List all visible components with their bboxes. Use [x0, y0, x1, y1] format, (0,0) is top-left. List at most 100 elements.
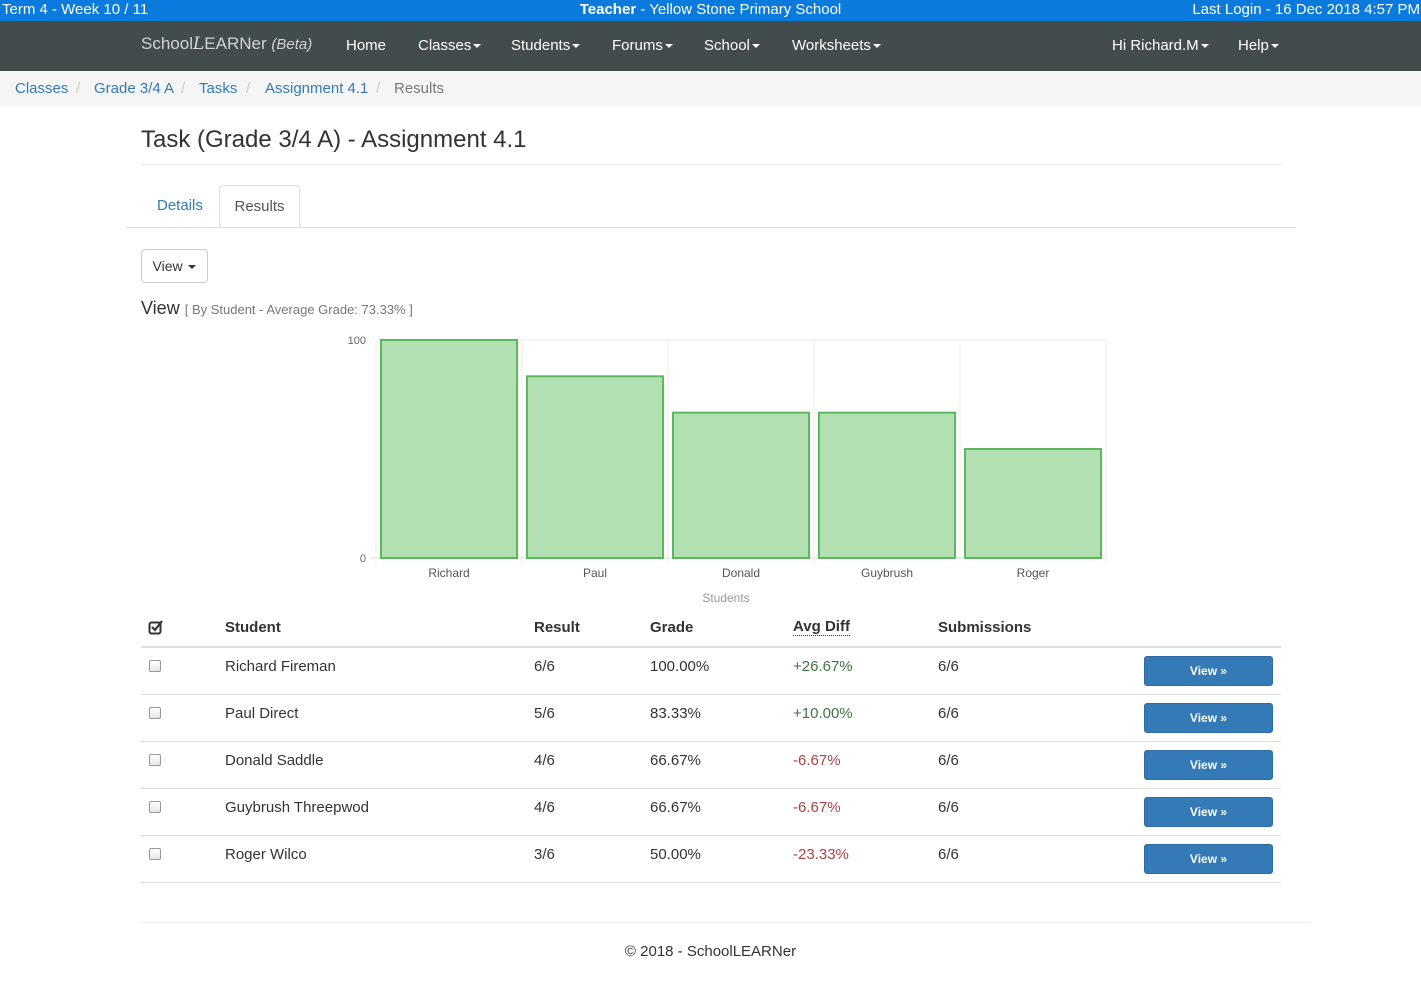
bar-roger	[964, 448, 1102, 559]
nav-forums[interactable]: Forums	[612, 37, 673, 54]
user-menu[interactable]: Hi Richard.M	[1112, 37, 1209, 54]
tab-details[interactable]: Details	[157, 197, 203, 214]
breadcrumb-classes[interactable]: Classes	[15, 80, 69, 97]
cell-avg-diff: -6.67%	[793, 799, 841, 816]
nav-home[interactable]: Home	[346, 37, 386, 54]
nav-label: Classes	[418, 37, 472, 54]
caret-down-icon	[872, 44, 881, 49]
breadcrumb-separator: /	[181, 80, 186, 97]
caret-down-icon	[572, 44, 581, 49]
breadcrumb-separator: /	[246, 80, 251, 97]
table-row: Guybrush Threepwod 4/6 66.67% -6.67% 6/6 View…	[141, 789, 1281, 836]
y-tick-label: 0	[360, 553, 366, 565]
main-navbar: SchoolLEARNer (Beta) Home Classes Students…	[0, 21, 1421, 71]
title-divider	[141, 164, 1281, 165]
cell-student: Guybrush Threepwod	[225, 799, 369, 816]
cell-avg-diff: +26.67%	[793, 658, 853, 675]
row-checkbox[interactable]	[149, 754, 161, 766]
x-tick-label: Paul	[583, 566, 607, 580]
footer-divider	[141, 922, 1311, 923]
cell-result: 4/6	[534, 752, 555, 769]
view-result-button[interactable]: View »	[1144, 656, 1273, 686]
row-checkbox[interactable]	[149, 660, 161, 672]
school-name: - Yellow Stone Primary School	[636, 1, 842, 18]
cell-result: 4/6	[534, 799, 555, 816]
breadcrumb-current: Results	[394, 80, 445, 97]
caret-down-icon	[751, 44, 760, 49]
row-checkbox[interactable]	[149, 707, 161, 719]
cell-grade: 100.00%	[650, 658, 710, 675]
view-dropdown-label: View	[152, 258, 183, 274]
x-axis-title: Students	[702, 591, 749, 605]
help-menu[interactable]: Help	[1238, 37, 1279, 54]
header-avg-diff[interactable]: Avg Diff	[793, 618, 850, 636]
check-all-icon[interactable]	[148, 619, 164, 635]
caret-down-icon	[473, 44, 482, 49]
row-checkbox[interactable]	[149, 848, 161, 860]
header-result[interactable]: Result	[534, 619, 580, 636]
breadcrumb-separator: /	[76, 80, 81, 97]
x-tick-label: Roger	[1017, 566, 1050, 580]
header-student[interactable]: Student	[225, 619, 281, 636]
view-result-button[interactable]: View »	[1144, 797, 1273, 827]
cell-grade: 83.33%	[650, 705, 701, 722]
breadcrumb-grade[interactable]: Grade 3/4 A	[94, 80, 175, 97]
view-result-button[interactable]: View »	[1144, 750, 1273, 780]
bar-guybrush	[818, 411, 956, 560]
nav-worksheets[interactable]: Worksheets	[792, 37, 881, 54]
caret-down-icon	[1200, 44, 1209, 49]
cell-student: Paul Direct	[225, 705, 299, 722]
table-header: Student Result Grade Avg Diff Submission…	[141, 611, 1281, 648]
view-heading-label: View	[141, 298, 180, 318]
header-grade[interactable]: Grade	[650, 619, 694, 636]
table-row: Paul Direct 5/6 83.33% +10.00% 6/6 View »	[141, 695, 1281, 742]
cell-grade: 66.67%	[650, 799, 701, 816]
tabs-divider	[126, 227, 1296, 228]
nav-label: Home	[346, 37, 387, 54]
breadcrumb: Classes / Grade 3/4 A / Tasks / Assignme…	[0, 71, 1421, 107]
nav-students[interactable]: Students	[511, 37, 581, 54]
cell-result: 3/6	[534, 846, 555, 863]
nav-label: Forums	[612, 37, 663, 54]
x-tick-label: Guybrush	[861, 566, 913, 580]
view-result-button[interactable]: View »	[1144, 844, 1273, 874]
view-subheading: [ By Student - Average Grade: 73.33% ]	[184, 302, 413, 317]
view-dropdown-button[interactable]: View	[141, 249, 208, 283]
tab-results[interactable]: Results	[219, 185, 300, 228]
cell-submissions: 6/6	[938, 846, 959, 863]
results-table: Student Result Grade Avg Diff Submission…	[141, 611, 1281, 883]
x-tick-label: Donald	[722, 566, 760, 580]
cell-submissions: 6/6	[938, 752, 959, 769]
bar-donald	[672, 411, 810, 560]
cell-student: Roger Wilco	[225, 846, 307, 863]
view-result-button[interactable]: View »	[1144, 703, 1273, 733]
help-menu-label: Help	[1238, 37, 1269, 54]
nav-classes[interactable]: Classes	[418, 37, 482, 54]
breadcrumb-tasks[interactable]: Tasks	[199, 80, 238, 97]
breadcrumb-separator: /	[376, 80, 381, 97]
nav-label: School	[704, 37, 750, 54]
header-submissions[interactable]: Submissions	[938, 619, 1032, 636]
caret-down-icon	[664, 44, 673, 49]
caret-down-icon	[188, 265, 197, 270]
top-info-bar: Term 4 - Week 10 / 11 Teacher - Yellow S…	[0, 0, 1421, 21]
cell-student: Richard Fireman	[225, 658, 336, 675]
breadcrumb-assignment[interactable]: Assignment 4.1	[265, 80, 369, 97]
role-label: Teacher	[579, 1, 637, 18]
brand-logo-letter: L	[192, 34, 205, 54]
cell-result: 5/6	[534, 705, 555, 722]
brand-suffix: EARNer	[204, 34, 267, 53]
row-checkbox[interactable]	[149, 801, 161, 813]
term-week-label: Term 4 - Week 10 / 11	[2, 1, 149, 18]
nav-school[interactable]: School	[704, 37, 760, 54]
user-menu-label: Hi Richard.M	[1112, 37, 1199, 54]
results-bar-chart: 0 100 Richard Paul Donald Guybrush Roger Studen…	[348, 335, 1107, 605]
table-row: Richard Fireman 6/6 100.00% +26.67% 6/6 View …	[141, 648, 1281, 695]
brand-prefix: School	[141, 34, 193, 53]
brand-logo[interactable]: SchoolLEARNer (Beta)	[141, 34, 312, 54]
cell-avg-diff: -23.33%	[793, 846, 849, 863]
nav-label: Worksheets	[792, 37, 871, 54]
y-tick-label: 100	[348, 335, 366, 347]
last-login-label: Last Login - 16 Dec 2018 4:57 PM	[1192, 1, 1420, 18]
view-heading: View [ By Student - Average Grade: 73.33…	[141, 298, 413, 319]
